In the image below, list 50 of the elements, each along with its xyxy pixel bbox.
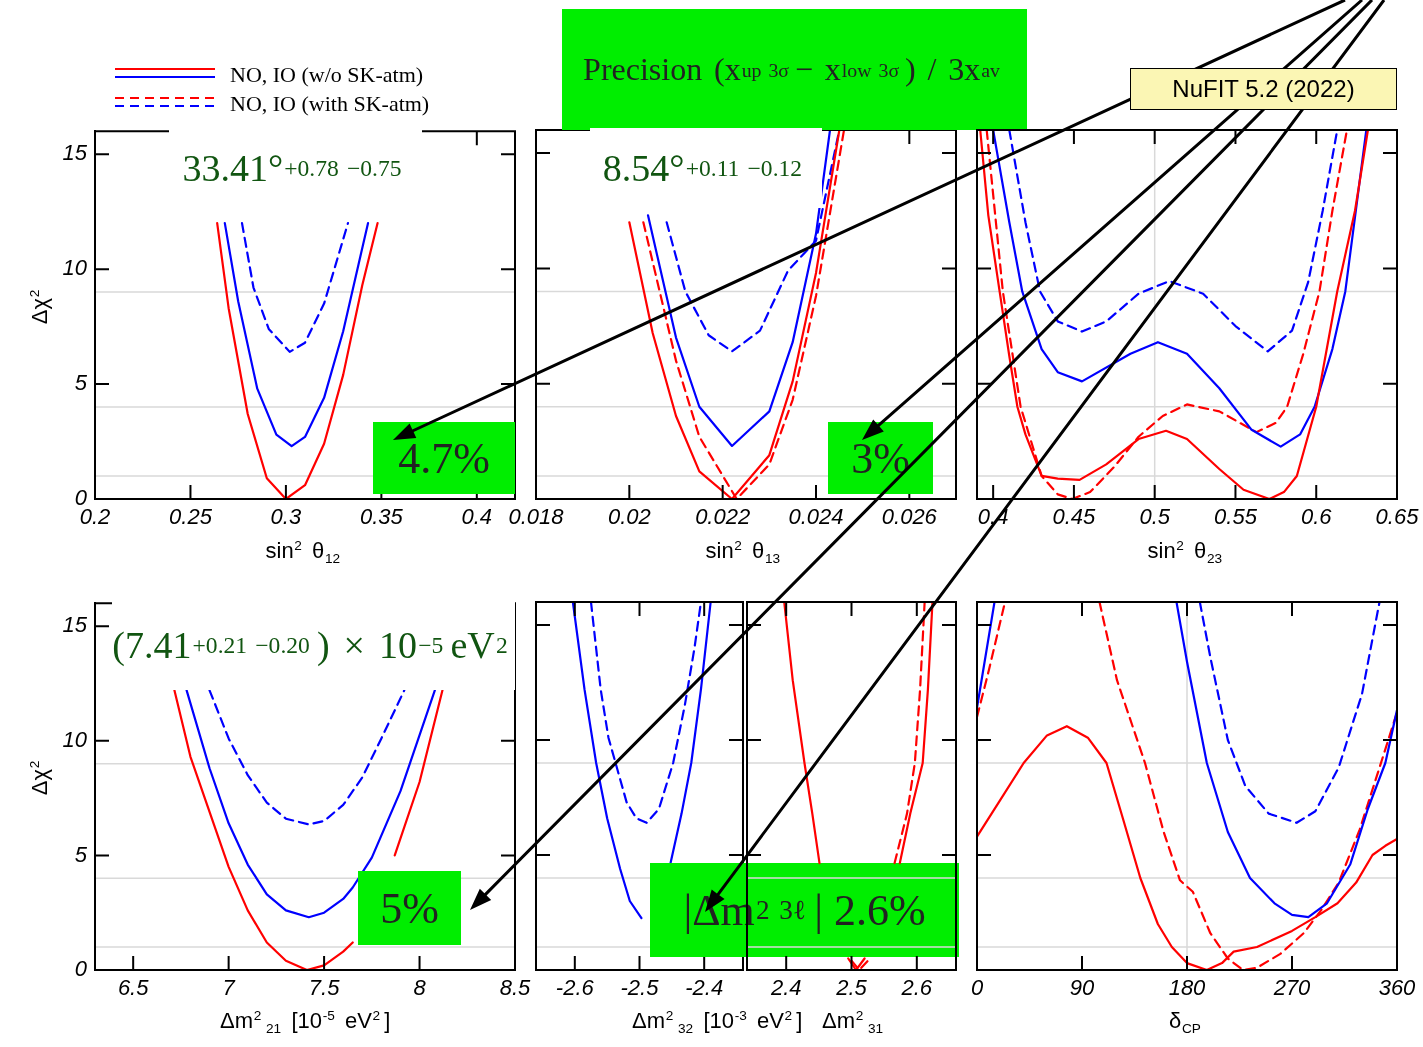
x-tick-label: 270: [1272, 975, 1312, 1001]
x-tick-label: 2.6: [900, 975, 933, 1001]
y-tick-label: 10: [62, 726, 88, 752]
x-axis-title: sin$^{2}$ θ$_{13}$: [705, 537, 782, 567]
x-tick-label: 0.25: [169, 504, 213, 530]
x-tick-label: 0.35: [359, 504, 404, 530]
x-tick-label: 0: [970, 975, 984, 1001]
x-tick-label: 7: [222, 975, 236, 1001]
x-tick-label: 0.5: [1139, 504, 1171, 530]
x-tick-label: 0.024: [788, 504, 844, 530]
x-tick-label: 0.45: [1052, 504, 1097, 530]
x-tick-label: 0.022: [695, 504, 751, 530]
y-tick-label: 15: [62, 612, 88, 638]
y-tick-label: 5: [74, 370, 88, 396]
annotation: 3%: [828, 422, 933, 494]
x-tick-label: 0.026: [881, 504, 938, 530]
x-tick-label: -2.5: [620, 975, 660, 1001]
x-axis-title: Δm$^{2}$$_{21}$ [10$^{-5}$ eV$^{2}$]: [220, 1007, 391, 1037]
x-tick-label: 90: [1069, 975, 1095, 1001]
x-tick-label: 0.02: [607, 504, 651, 530]
x-tick-label: 0.2: [79, 504, 111, 530]
y-tick-label: 10: [62, 255, 88, 281]
x-tick-label: 2.4: [769, 975, 802, 1001]
x-tick-label: -2.6: [555, 975, 595, 1001]
x-tick-label: 0.6: [1300, 504, 1333, 530]
y-tick-label: 15: [62, 140, 88, 166]
x-tick-label: 180: [1168, 975, 1207, 1001]
x-tick-label: 8.5: [499, 975, 532, 1001]
x-axis-title: sin$^{2}$ θ$_{12}$: [265, 537, 342, 567]
x-tick-label: 8: [413, 975, 427, 1001]
x-tick-label: 0.3: [270, 504, 302, 530]
annotation: 5%: [358, 871, 461, 945]
x-axis-title: sin$^{2}$ θ$_{23}$: [1147, 537, 1224, 567]
text: NuFIT 5.2 (2022): [1130, 68, 1397, 110]
x-tick-label: 360: [1378, 975, 1417, 1001]
text: NO, IO (with SK-atm): [230, 91, 430, 117]
annotation: 4.7%: [373, 422, 515, 494]
text: NO, IO (w/o SK-atm): [230, 62, 424, 88]
x-tick-label: 2.5: [835, 975, 868, 1001]
x-tick-label: 7.5: [308, 975, 341, 1001]
x-axis-title: Δm$^{2}$$_{32}$ [10$^{-3}$ eV$^{2}$]: [632, 1007, 803, 1037]
x-tick-label: 0.4: [461, 504, 493, 530]
x-tick-label: 0.018: [508, 504, 565, 530]
x-tick-label: 6.5: [117, 975, 150, 1001]
x-tick-label: -2.4: [685, 975, 724, 1001]
x-tick-label: 0.65: [1375, 504, 1420, 530]
x-axis-title: δ$_{CP}$: [1169, 1008, 1202, 1037]
y-tick-label: 5: [74, 841, 88, 867]
x-tick-label: 0.55: [1214, 504, 1258, 530]
y-tick-label: 0: [74, 956, 88, 982]
